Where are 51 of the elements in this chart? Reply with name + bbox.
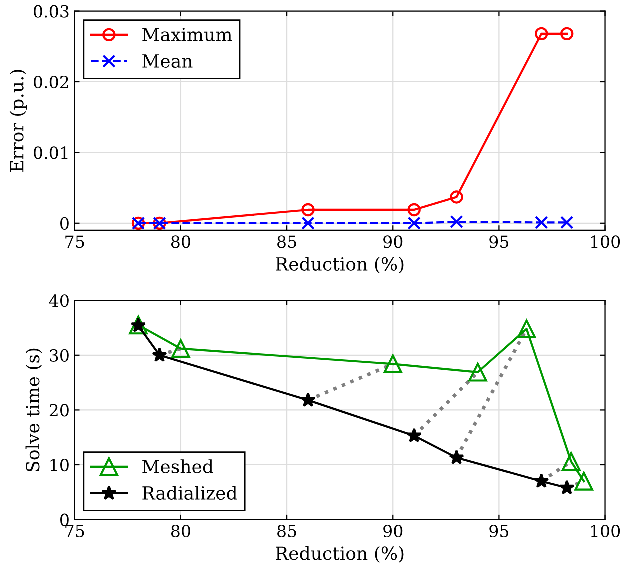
x-tick-label: 75 [66,236,84,248]
x-tick-label: 80 [171,236,190,248]
point [172,339,190,358]
x-tick-label: 100 [591,236,620,248]
point [449,450,464,465]
y-tick-label: 0 [60,217,69,230]
y-axis-title: Solve time (s) [26,348,42,472]
x-axis-title: Reduction (%) [276,546,404,563]
point [302,203,315,217]
point [384,354,402,374]
legend-label: Maximum [142,28,232,42]
point [517,320,536,338]
x-tick-label: 75 [66,525,84,538]
point [562,452,581,472]
y-axis-title: Error (p.u.) [10,70,28,172]
point [152,347,168,362]
point [535,216,548,230]
point [560,27,574,41]
point [574,472,594,491]
x-tick-label: 80 [171,524,190,538]
point [559,480,575,495]
y-tick-label: 40 [49,294,69,308]
legend-label: Meshed [142,460,214,474]
x-tick-label: 85 [278,236,296,248]
point [535,27,548,41]
y-tick-label: 0 [60,514,69,526]
point [468,363,488,382]
x-tick-label: 90 [384,524,403,538]
x-tick-label: 85 [278,524,296,538]
y-tick-label: 0.02 [34,76,68,89]
point [302,216,315,230]
y-tick-label: 20 [50,404,69,417]
legend-label: Mean [142,54,193,68]
x-tick-label: 95 [490,236,509,248]
legend-label: Radialized [142,486,238,500]
point [300,392,316,408]
x-tick-label: 95 [490,524,509,538]
y-tick-label: 0.03 [34,5,69,18]
x-axis-title: Reduction (%) [276,257,404,274]
point [408,216,421,230]
point [560,216,574,230]
y-tick-label: 30 [50,349,69,362]
point [534,473,550,488]
point [450,215,464,229]
point [450,190,464,204]
point [406,428,422,443]
x-tick-label: 90 [384,236,403,248]
y-tick-label: 0.01 [34,146,68,160]
x-tick-label: 100 [591,524,620,538]
y-tick-label: 10 [50,458,69,472]
point [408,203,421,217]
